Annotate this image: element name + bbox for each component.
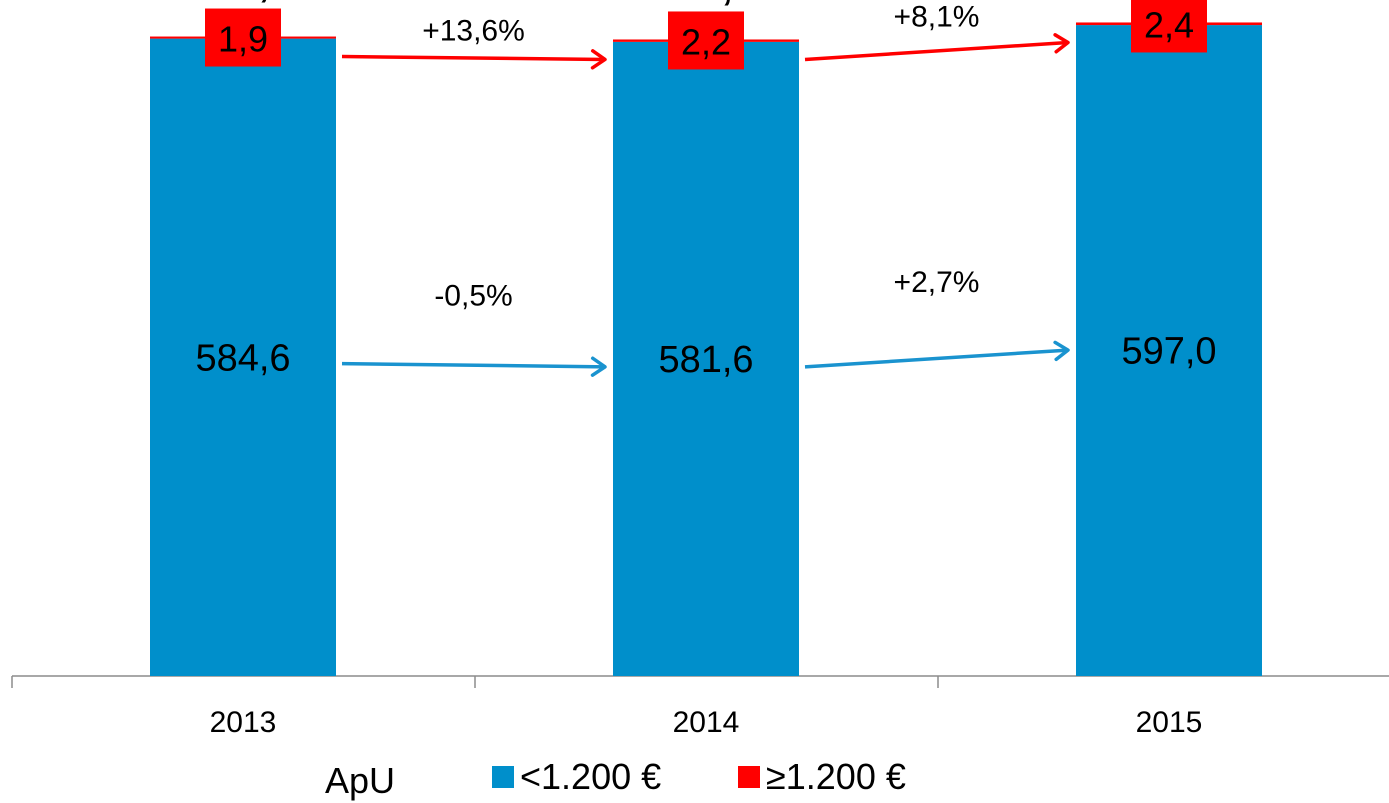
change-label-high-2013: +13,6% — [422, 15, 525, 48]
change-label-high-2014: +8,1% — [894, 0, 980, 33]
y-axis-title: ApU — [325, 760, 396, 801]
label-box-high-2014 — [668, 11, 744, 70]
arrow-high-2014-2015 — [804, 40, 1069, 62]
arrow-high-2014-2015-head — [1053, 33, 1070, 54]
x-axis — [11, 675, 1389, 688]
arrow-high-2013-2014-head — [590, 49, 607, 70]
total-label-2014: 583,8 — [658, 0, 753, 8]
arrow-low-2013-2014-head — [590, 356, 607, 377]
x-tick-label-2015: 2015 — [1136, 706, 1203, 739]
x-tick-label-2013: 2013 — [210, 706, 277, 739]
data-label-low-2015: 597,0 — [1121, 331, 1216, 373]
labels-layer: 1,9586,5584,620132,2583,8581,620142,4599… — [195, 0, 1217, 739]
arrow-low-2013-2014 — [341, 361, 606, 369]
label-box-high-2013 — [205, 8, 281, 67]
data-label-high-2013: 1,9 — [218, 19, 268, 60]
legend-label-low: <1.200 € — [520, 756, 662, 797]
bar-low-2014 — [613, 41, 799, 676]
bar-low-2013 — [150, 38, 336, 677]
legend-item-low: <1.200 € — [492, 756, 661, 798]
label-box-high-2015 — [1131, 0, 1207, 53]
legend-swatch-low — [492, 766, 514, 788]
total-label-2013: 586,5 — [195, 0, 290, 6]
change-label-low-2014: +2,7% — [894, 266, 980, 299]
x-tick-label-2014: 2014 — [673, 706, 740, 739]
data-label-high-2015: 2,4 — [1144, 4, 1194, 45]
arrow-low-2014-2015-head — [1053, 340, 1070, 362]
bars-layer — [150, 22, 1262, 677]
legend-item-high: ≥1.200 € — [738, 756, 906, 798]
data-label-high-2014: 2,2 — [681, 21, 731, 62]
arrow-low-2014-2015 — [804, 348, 1069, 369]
change-label-low-2013: -0,5% — [434, 280, 512, 313]
legend-label-high: ≥1.200 € — [766, 756, 906, 797]
legend-swatch-high — [738, 766, 760, 788]
arrow-high-2013-2014 — [341, 54, 606, 62]
data-label-low-2014: 581,6 — [658, 339, 753, 381]
change-arrows-layer: -0,5%+2,7%+13,6%+8,1%-0,5%+2,7% — [341, 0, 1070, 377]
data-label-low-2013: 584,6 — [195, 337, 290, 379]
bar-low-2015 — [1076, 25, 1262, 677]
legend: ApU <1.200 € ≥1.200 € — [0, 756, 1389, 803]
